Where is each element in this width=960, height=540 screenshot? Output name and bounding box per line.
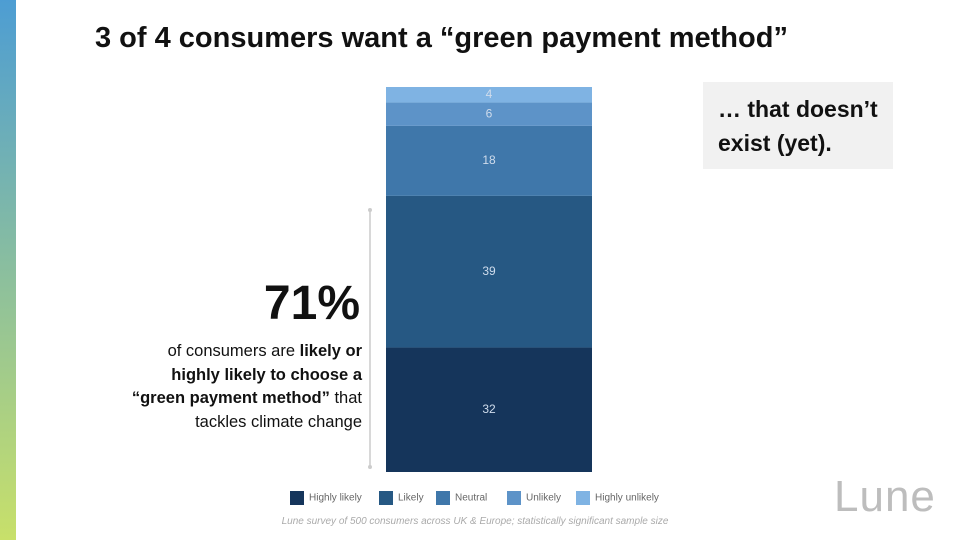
- bar-segment: [386, 87, 592, 103]
- data-label: 32: [482, 402, 496, 416]
- legend-swatch: [576, 491, 590, 505]
- footnote: Lune survey of 500 consumers across UK &…: [281, 516, 669, 527]
- accent-strip: [0, 0, 16, 540]
- text: likely or highly likely to choose a “gre…: [131, 342, 362, 407]
- data-label: 39: [482, 264, 496, 278]
- description: of consumers are likely or highly likely…: [122, 340, 362, 434]
- data-label: 4: [486, 87, 493, 101]
- bracket-end: [368, 208, 372, 212]
- legend-label: Highly unlikely: [595, 493, 659, 504]
- legend-swatch: [290, 491, 304, 505]
- title: 3 of 4 consumers want a “green payment m…: [95, 22, 788, 54]
- bracket-end: [368, 465, 372, 469]
- callout: … that doesn’t exist (yet).: [703, 82, 893, 169]
- legend-swatch: [436, 491, 450, 505]
- logo: Lune: [834, 472, 936, 521]
- bar-segment: [386, 125, 592, 196]
- legend-label: Neutral: [455, 493, 487, 504]
- bar-segment: [386, 195, 592, 348]
- text: that tackles climate change: [195, 389, 362, 431]
- legend-label: Unlikely: [526, 493, 561, 504]
- legend-swatch: [379, 491, 393, 505]
- highlight: 71%: [263, 277, 360, 330]
- bar-segment: [386, 102, 592, 126]
- data-label: 18: [482, 153, 496, 167]
- data-label: 6: [486, 106, 493, 120]
- legend-swatch: [507, 491, 521, 505]
- bar-segment: [386, 347, 592, 472]
- legend-label: Likely: [398, 493, 424, 504]
- legend-label: Highly likely: [309, 493, 362, 504]
- text: of consumers are: [167, 342, 300, 360]
